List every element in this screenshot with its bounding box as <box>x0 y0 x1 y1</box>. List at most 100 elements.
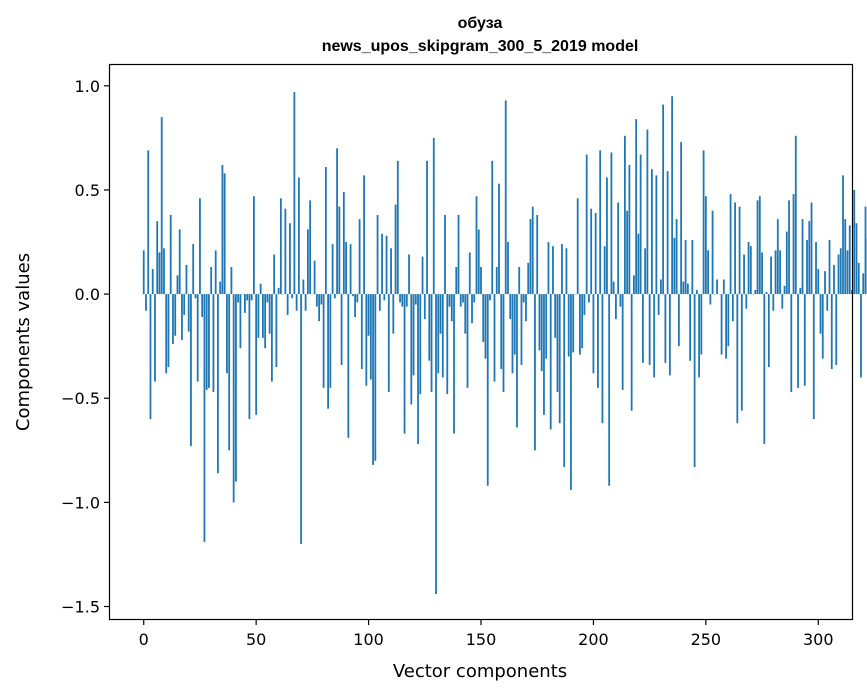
bar <box>603 246 606 295</box>
bar <box>217 294 219 474</box>
y-tick-label: −1.0 <box>61 493 100 512</box>
bar <box>142 250 145 295</box>
bar <box>803 294 806 386</box>
bar <box>315 294 318 307</box>
bar <box>412 294 415 376</box>
bar <box>549 294 552 430</box>
bar <box>199 198 201 295</box>
bar <box>794 135 797 295</box>
bar <box>147 150 150 295</box>
bar <box>174 294 177 336</box>
bar <box>226 294 228 374</box>
bar <box>615 294 617 320</box>
bar <box>246 294 249 301</box>
bar <box>621 294 624 390</box>
bar <box>203 294 206 542</box>
bar <box>338 206 341 295</box>
bar <box>336 148 338 295</box>
bar <box>183 294 186 315</box>
bar <box>419 294 422 395</box>
bar <box>563 294 566 467</box>
bar <box>333 294 336 299</box>
bar <box>237 294 240 303</box>
bar <box>313 260 316 295</box>
bar <box>396 160 399 295</box>
bar <box>230 267 233 295</box>
bar <box>430 294 433 392</box>
x-tick-label: 200 <box>578 630 609 649</box>
bar <box>423 294 426 320</box>
bar <box>477 229 480 295</box>
bar <box>864 206 867 295</box>
bar <box>673 237 676 295</box>
bar <box>772 294 775 311</box>
bar <box>374 294 377 461</box>
y-tick-label: −1.5 <box>61 598 100 617</box>
bar <box>167 294 170 367</box>
bar <box>821 294 824 359</box>
bar <box>293 92 296 295</box>
bar <box>774 250 777 295</box>
bar <box>378 294 381 311</box>
bar <box>450 294 453 322</box>
bar <box>306 229 309 295</box>
bar <box>250 294 253 301</box>
bar <box>677 294 680 347</box>
bar <box>160 117 163 295</box>
bar <box>619 294 622 307</box>
bar <box>498 183 500 295</box>
bar <box>790 294 793 392</box>
bar <box>799 287 802 295</box>
bar <box>812 294 815 420</box>
bar <box>727 294 730 347</box>
bar <box>702 150 705 295</box>
bar <box>426 160 428 295</box>
bar <box>666 171 669 295</box>
bar <box>394 204 397 295</box>
bar <box>824 271 826 295</box>
chart-title: обуза <box>458 15 503 32</box>
bar <box>264 294 267 349</box>
bar <box>695 289 698 295</box>
bar <box>277 287 280 295</box>
bar <box>468 252 471 295</box>
bar <box>862 273 865 295</box>
x-tick-label: 150 <box>466 630 497 649</box>
bar <box>747 242 750 295</box>
bar <box>635 119 638 295</box>
bar <box>808 221 811 295</box>
bar <box>403 294 406 434</box>
bar <box>576 198 579 295</box>
bar <box>279 198 282 295</box>
bar <box>689 294 692 361</box>
bar <box>565 248 568 295</box>
bar <box>342 192 345 295</box>
bar <box>156 221 159 295</box>
bar <box>756 200 759 295</box>
bar <box>716 279 718 295</box>
bar <box>567 294 570 357</box>
bar <box>720 294 723 355</box>
bar <box>268 294 271 334</box>
bar-series <box>142 92 867 595</box>
bar <box>518 267 521 295</box>
bar <box>500 294 503 370</box>
bar <box>448 294 451 307</box>
bar <box>592 294 595 374</box>
bar <box>428 294 431 361</box>
bar <box>860 294 862 378</box>
bar <box>588 294 590 303</box>
bar <box>776 219 779 295</box>
bar <box>453 294 455 434</box>
bar <box>158 252 161 295</box>
bar <box>540 294 543 372</box>
bar <box>511 294 514 374</box>
bar <box>302 279 305 295</box>
bar <box>288 223 291 295</box>
bar <box>626 210 629 295</box>
bar <box>439 294 442 334</box>
bar <box>228 294 231 451</box>
bar <box>610 152 613 295</box>
x-tick-label: 100 <box>353 630 384 649</box>
bar <box>617 202 620 295</box>
